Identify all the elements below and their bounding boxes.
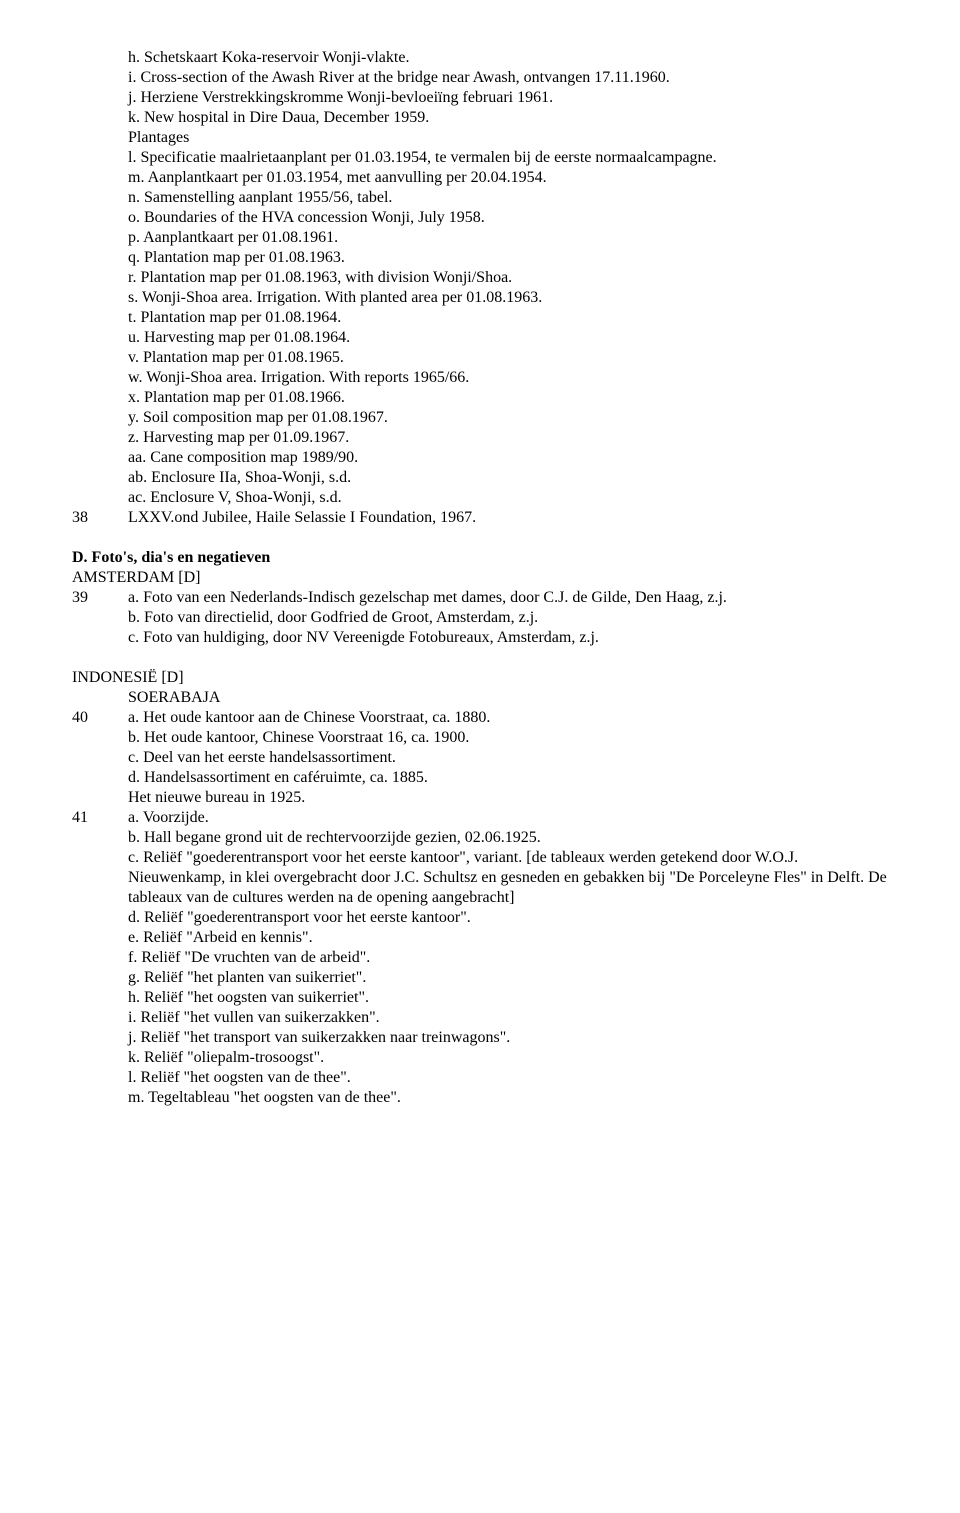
list-item: l. Specificatie maalrietaanplant per 01.… (128, 148, 888, 168)
list-item: g. Reliëf "het planten van suikerriet". (128, 968, 888, 988)
entry-number: 40 (72, 708, 128, 808)
list-item: a. Het oude kantoor aan de Chinese Voors… (128, 708, 888, 728)
entry-text: LXXV.ond Jubilee, Haile Selassie I Found… (128, 508, 888, 528)
list-item: x. Plantation map per 01.08.1966. (128, 388, 888, 408)
entry-38: 38 LXXV.ond Jubilee, Haile Selassie I Fo… (72, 508, 888, 528)
list-item: h. Reliëf "het oogsten van suikerriet". (128, 988, 888, 1008)
list-item: b. Hall begane grond uit de rechtervoorz… (128, 828, 888, 848)
list-item: b. Het oude kantoor, Chinese Voorstraat … (128, 728, 888, 748)
list-item: f. Reliëf "De vruchten van de arbeid". (128, 948, 888, 968)
list-item: z. Harvesting map per 01.09.1967. (128, 428, 888, 448)
list-item: i. Cross-section of the Awash River at t… (128, 68, 888, 88)
list-item: r. Plantation map per 01.08.1963, with d… (128, 268, 888, 288)
list-item: d. Reliëf "goederentransport voor het ee… (128, 908, 888, 928)
list-item: a. Voorzijde. (128, 808, 888, 828)
entry-number: 38 (72, 508, 128, 528)
list-item: e. Reliëf "Arbeid en kennis". (128, 928, 888, 948)
list-item: u. Harvesting map per 01.08.1964. (128, 328, 888, 348)
list-item: ac. Enclosure V, Shoa-Wonji, s.d. (128, 488, 888, 508)
list-item: h. Schetskaart Koka-reservoir Wonji-vlak… (128, 48, 888, 68)
list-item: c. Reliëf "goederentransport voor het ee… (128, 848, 888, 908)
list-item: j. Herziene Verstrekkingskromme Wonji-be… (128, 88, 888, 108)
indo-sub: SOERABAJA (128, 688, 888, 708)
list-item: d. Handelsassortiment en caféruimte, ca.… (128, 768, 888, 788)
list-item: c. Foto van huldiging, door NV Vereenigd… (128, 628, 888, 648)
list-item: b. Foto van directielid, door Godfried d… (128, 608, 888, 628)
block1-list: h. Schetskaart Koka-reservoir Wonji-vlak… (128, 48, 888, 508)
entry-41: 41 a. Voorzijde. b. Hall begane grond ui… (72, 808, 888, 1108)
entry-40: 40 a. Het oude kantoor aan de Chinese Vo… (72, 708, 888, 808)
section-d-heading: D. Foto's, dia's en negatieven (72, 548, 888, 568)
list-item: k. Reliëf "oliepalm-trosoogst". (128, 1048, 888, 1068)
list-item: Het nieuwe bureau in 1925. (128, 788, 888, 808)
list-item: a. Foto van een Nederlands-Indisch gezel… (128, 588, 888, 608)
list-item: t. Plantation map per 01.08.1964. (128, 308, 888, 328)
list-item: j. Reliëf "het transport van suikerzakke… (128, 1028, 888, 1048)
list-item: l. Reliëf "het oogsten van de thee". (128, 1068, 888, 1088)
list-item: q. Plantation map per 01.08.1963. (128, 248, 888, 268)
list-item: c. Deel van het eerste handelsassortimen… (128, 748, 888, 768)
list-item: o. Boundaries of the HVA concession Wonj… (128, 208, 888, 228)
list-item: s. Wonji-Shoa area. Irrigation. With pla… (128, 288, 888, 308)
indo-heading: INDONESIË [D] (72, 668, 888, 688)
entry-number: 39 (72, 588, 128, 648)
list-item: k. New hospital in Dire Daua, December 1… (128, 108, 888, 128)
list-item: ab. Enclosure IIa, Shoa-Wonji, s.d. (128, 468, 888, 488)
list-item: y. Soil composition map per 01.08.1967. (128, 408, 888, 428)
list-item: aa. Cane composition map 1989/90. (128, 448, 888, 468)
entry-39: 39 a. Foto van een Nederlands-Indisch ge… (72, 588, 888, 648)
list-item: m. Tegeltableau "het oogsten van de thee… (128, 1088, 888, 1108)
list-item: w. Wonji-Shoa area. Irrigation. With rep… (128, 368, 888, 388)
list-item: n. Samenstelling aanplant 1955/56, tabel… (128, 188, 888, 208)
list-item: p. Aanplantkaart per 01.08.1961. (128, 228, 888, 248)
list-item: Plantages (128, 128, 888, 148)
list-item: i. Reliëf "het vullen van suikerzakken". (128, 1008, 888, 1028)
list-item: v. Plantation map per 01.08.1965. (128, 348, 888, 368)
entry-number: 41 (72, 808, 128, 1108)
list-item: m. Aanplantkaart per 01.03.1954, met aan… (128, 168, 888, 188)
section-d-sub: AMSTERDAM [D] (72, 568, 888, 588)
